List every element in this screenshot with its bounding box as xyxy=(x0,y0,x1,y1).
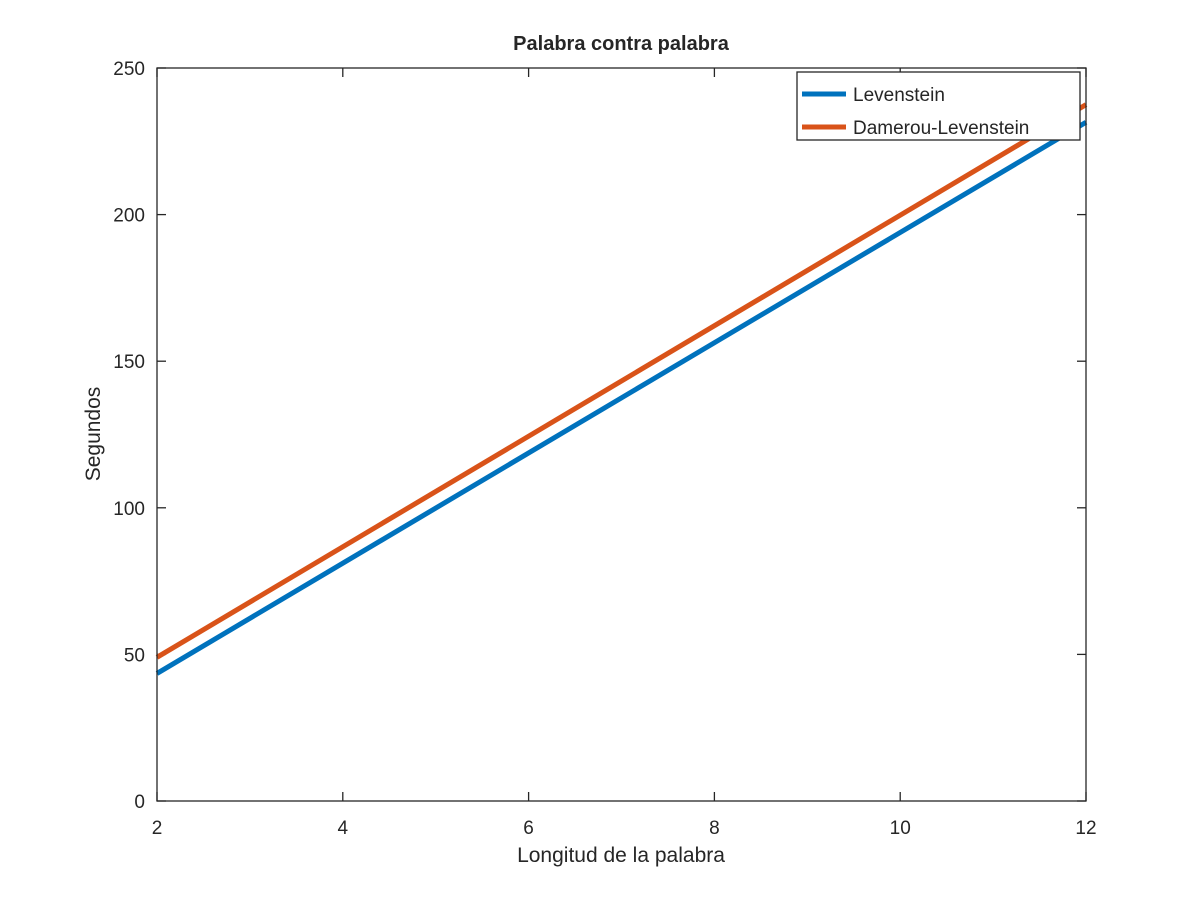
legend-label-damerou-levenstein: Damerou-Levenstein xyxy=(853,118,1029,139)
y-tick-label: 50 xyxy=(124,645,145,666)
legend: Levenstein Damerou-Levenstein xyxy=(796,71,1081,141)
x-tick-label: 10 xyxy=(890,818,911,839)
series-lines xyxy=(155,102,1088,676)
series-line-damerou-levenstein xyxy=(155,102,1088,660)
legend-label-levenstein: Levenstein xyxy=(853,85,945,106)
y-tick-label: 150 xyxy=(113,352,145,373)
x-tick-label: 6 xyxy=(523,818,534,839)
y-axis-label: Segundos xyxy=(82,387,105,482)
y-tick-label: 250 xyxy=(113,59,145,80)
y-tick-label: 100 xyxy=(113,499,145,520)
x-tick-label: 8 xyxy=(709,818,720,839)
axes-box xyxy=(156,67,1087,802)
x-tick-label: 2 xyxy=(152,818,163,839)
x-tick-label: 4 xyxy=(338,818,349,839)
tick-labels: 2 4 6 8 10 12 0 50 100 150 200 250 xyxy=(113,59,1096,839)
x-tick-label: 12 xyxy=(1075,818,1096,839)
x-axis-label: Longitud de la palabra xyxy=(517,844,725,867)
series-line-levenstein xyxy=(155,120,1088,676)
y-tick-label: 0 xyxy=(134,792,145,813)
plot-area xyxy=(157,68,1086,801)
chart-title: Palabra contra palabra xyxy=(513,33,730,55)
y-tick-label: 200 xyxy=(113,206,145,227)
